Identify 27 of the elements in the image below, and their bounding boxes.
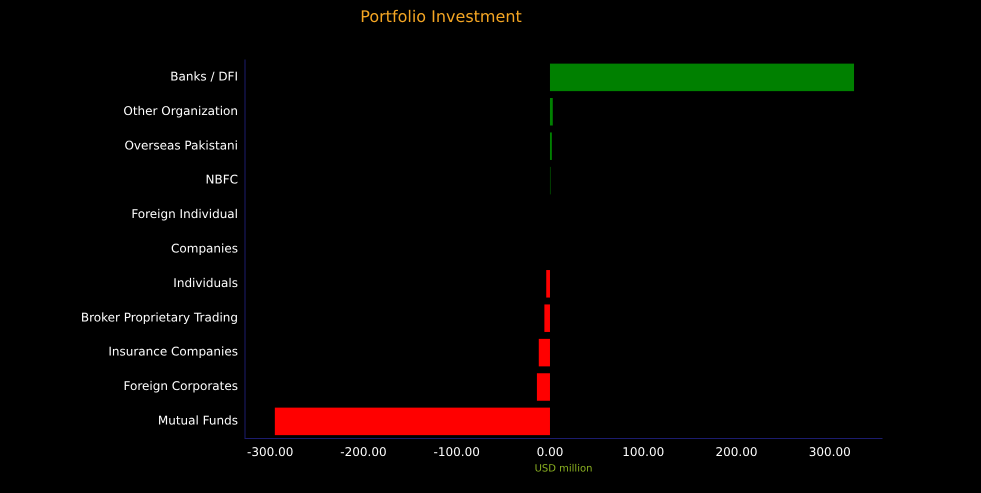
x-tick-label: 200.00 [716,444,758,459]
y-tick-label: Insurance Companies [108,344,238,359]
bar [546,270,550,298]
bar [274,408,550,436]
y-tick-label: Other Organization [123,104,238,118]
y-tick-label: Overseas Pakistani [124,138,238,152]
x-tick-label: 300.00 [808,444,851,459]
x-tick-label: -100.00 [434,444,480,459]
y-tick-label: Foreign Corporates [124,379,238,394]
bar [550,64,854,92]
y-tick-label: Broker Proprietary Trading [80,310,238,324]
x-tick-label: -200.00 [340,444,387,459]
chart-title: Portfolio Investment [360,6,522,26]
x-tick-label: 100.00 [622,444,664,459]
y-tick-label: Mutual Funds [158,414,238,428]
x-axis-title: USD million [534,464,592,475]
y-tick-label: Banks / DFI [170,70,238,84]
bar [544,304,550,332]
y-tick-label: Companies [171,242,238,256]
x-tick-label: 0.00 [536,444,564,459]
bar [536,373,550,401]
bar [538,338,550,366]
y-tick-label: Individuals [173,276,238,290]
y-tick-label: Foreign Individual [131,207,238,222]
x-tick-label: -300.00 [247,444,294,459]
y-tick-label: NBFC [206,172,238,187]
bar [550,98,553,126]
